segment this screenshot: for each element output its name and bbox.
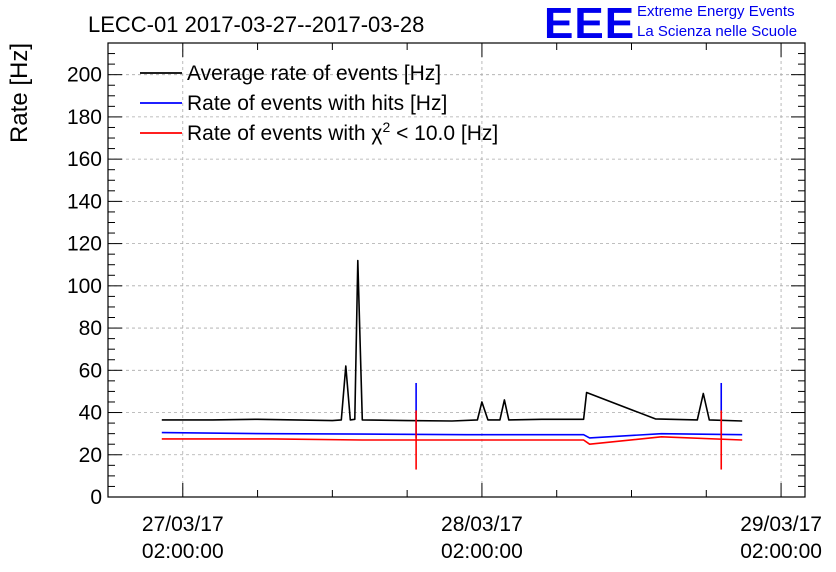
legend-label: Rate of events with χ2 < 10.0 [Hz] (187, 119, 498, 145)
logo-line-1: Extreme Energy Events (637, 3, 795, 20)
chart-title: LECC-01 2017-03-27--2017-03-28 (88, 12, 425, 37)
plot-frame (107, 42, 806, 498)
series-line-3 (161, 436, 743, 445)
grid-lines (108, 43, 805, 497)
y-tick-label: 160 (67, 148, 102, 171)
series-line-2 (161, 431, 743, 439)
axis-labels: 0 20 40 60 80 100 120 140 160 180 200 27/03/17 02:00… (6, 43, 822, 563)
series-layer (161, 259, 743, 470)
series-line-1 (161, 259, 743, 422)
y-tick-label: 80 (79, 317, 102, 340)
y-tick-label: 120 (67, 233, 102, 256)
x-tick-label-time: 02:00:00 (441, 540, 523, 563)
y-tick-label: 60 (79, 359, 102, 382)
y-tick-label: 20 (79, 444, 102, 467)
y-axis-title: Rate [Hz] (6, 43, 33, 143)
legend-label: Average rate of events [Hz] (187, 62, 441, 85)
y-tick-label: 100 (67, 275, 102, 298)
logo-line-2: La Scienza nelle Scuole (637, 23, 798, 40)
x-tick-label-date: 29/03/17 (740, 513, 822, 536)
y-tick-label: 0 (90, 486, 102, 509)
y-tick-label: 180 (67, 106, 102, 129)
eee-logo: EEE (544, 0, 636, 48)
x-tick-label-time: 02:00:00 (142, 540, 224, 563)
x-tick-label-time: 02:00:00 (740, 540, 822, 563)
legend-label: Rate of events with hits [Hz] (187, 92, 447, 115)
x-tick-label-date: 27/03/17 (142, 513, 224, 536)
legend: Average rate of events [Hz] Rate of event… (140, 62, 498, 145)
x-tick-label-date: 28/03/17 (441, 513, 523, 536)
y-tick-label: 140 (67, 190, 102, 213)
y-tick-label: 200 (67, 64, 102, 87)
y-tick-label: 40 (79, 402, 102, 425)
axis-ticks (107, 43, 805, 498)
